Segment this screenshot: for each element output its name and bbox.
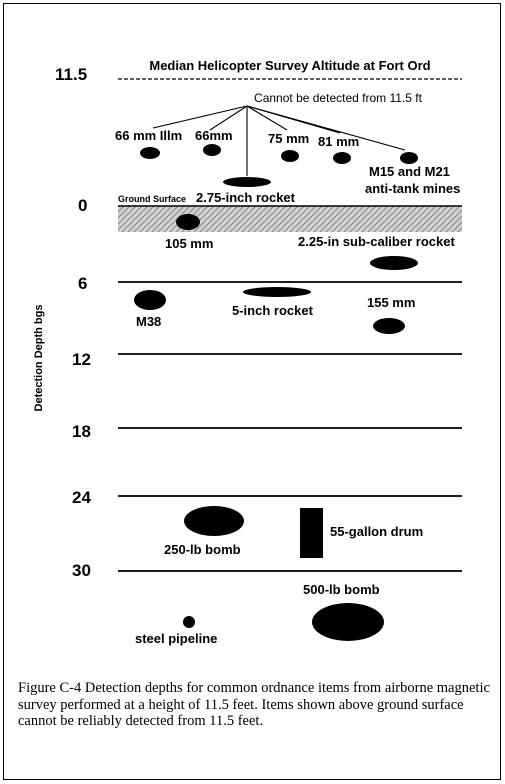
label-55-gallon-drum: 55-gallon drum (330, 524, 423, 539)
item-55-gallon-drum (300, 508, 323, 558)
item-75mm (281, 150, 299, 162)
label-250lb-bomb: 250-lb bomb (164, 542, 241, 557)
depth-grid-lines (118, 281, 462, 572)
detect-note-pointers (152, 105, 406, 176)
ground-soil-band (118, 206, 462, 232)
item-m38 (134, 290, 166, 310)
depth-tick-30: 30 (72, 561, 91, 580)
label-105mm: 105 mm (165, 236, 213, 251)
depth-tick-24: 24 (72, 488, 91, 507)
label-m15-m21: M15 and M21 (369, 164, 450, 179)
depth-tick-11-5: 11.5 (55, 65, 87, 84)
item-500lb-bomb (312, 603, 384, 641)
label-m38: M38 (136, 314, 161, 329)
label-5-inch-rocket: 5-inch rocket (232, 303, 314, 318)
label-155mm: 155 mm (367, 295, 415, 310)
detect-note: Cannot be detected from 11.5 ft (254, 91, 423, 105)
item-105mm (176, 214, 200, 230)
survey-altitude-title: Median Helicopter Survey Altitude at For… (149, 58, 430, 73)
label-81mm: 81 mm (318, 134, 359, 149)
ground-surface-label: Ground Surface (118, 194, 186, 204)
label-66mm-illm: 66 mm Illm (115, 128, 182, 143)
y-axis-label: Detection Depth bgs (33, 305, 45, 412)
item-250lb-bomb (184, 506, 244, 536)
label-500lb-bomb: 500-lb bomb (303, 582, 380, 597)
item-2-75-inch-rocket (223, 177, 271, 187)
item-5-inch-rocket (243, 287, 311, 297)
label-2-25-sub-caliber-rocket: 2.25-in sub-caliber rocket (298, 234, 455, 249)
item-66mm-illm (140, 147, 160, 159)
label-steel-pipeline: steel pipeline (135, 631, 217, 646)
figure-frame (3, 3, 501, 780)
label-anti-tank-mines: anti-tank mines (365, 181, 460, 196)
item-81mm (333, 152, 351, 164)
depth-tick-6: 6 (78, 274, 87, 293)
depth-tick-18: 18 (72, 422, 91, 441)
label-66mm: 66mm (195, 128, 233, 143)
depth-tick-0: 0 (78, 196, 87, 215)
item-66mm (203, 144, 221, 156)
item-steel-pipeline (183, 616, 195, 628)
depth-tick-12: 12 (72, 350, 91, 369)
figure-caption: Figure C-4 Detection depths for common o… (18, 680, 490, 729)
item-2-25-sub-caliber-rocket (370, 256, 418, 270)
label-75mm: 75 mm (268, 131, 309, 146)
label-2-75-inch-rocket: 2.75-inch rocket (196, 190, 296, 205)
item-155mm (373, 318, 405, 334)
item-m15-m21-mine (400, 152, 418, 164)
